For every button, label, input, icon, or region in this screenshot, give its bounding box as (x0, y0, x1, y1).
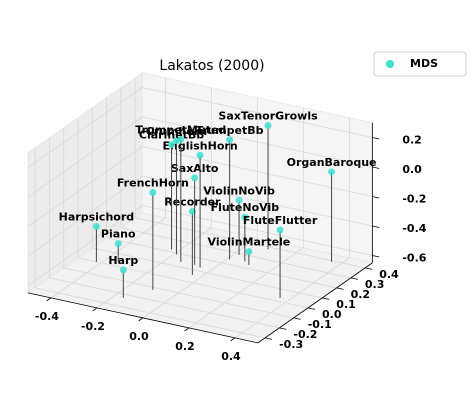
point-label: Harp (108, 254, 138, 267)
z-tick-label: -0.6 (402, 252, 426, 265)
tick-mark (372, 137, 380, 140)
tick-mark (230, 337, 236, 342)
point-label: SaxAlto (171, 162, 219, 175)
point-label: ClarinetBb (139, 129, 204, 142)
grid-line (188, 247, 304, 329)
y-tick-label: -0.2 (293, 328, 317, 341)
legend-box (373, 51, 467, 77)
y-tick-label: 0.1 (336, 298, 356, 311)
tick-mark (322, 297, 330, 300)
grid-line (92, 247, 323, 299)
y-tick-label: 0.2 (351, 288, 371, 301)
tick-mark (46, 297, 52, 302)
point-label: OrganBaroque (287, 156, 377, 169)
grid-line (106, 237, 337, 289)
tick-mark (372, 225, 380, 228)
point (264, 121, 272, 129)
x-tick-label: -0.4 (35, 310, 59, 323)
grid-line (27, 205, 143, 286)
point-label: SaxTenorGrowls (218, 109, 318, 122)
tick-mark (350, 277, 358, 280)
grid-line (27, 146, 143, 227)
point (92, 222, 100, 230)
grid-line (27, 87, 143, 168)
point-label: FrenchHorn (117, 177, 189, 190)
y-tick-label: -0.1 (308, 318, 332, 331)
grid-line (63, 267, 294, 319)
x-axis (27, 292, 259, 344)
point (235, 196, 243, 204)
z-tick-label: 0.2 (402, 134, 422, 147)
grid-line (135, 217, 366, 269)
x-tick-label: -0.2 (81, 320, 105, 333)
tick-mark (365, 267, 373, 270)
point-label: FluteNoVib (211, 201, 280, 214)
grid-line (234, 257, 350, 339)
x-tick-label: 0.4 (221, 350, 241, 363)
point (119, 266, 127, 274)
point-label: Piano (101, 228, 136, 241)
tick-mark (372, 196, 380, 199)
grid-line (27, 175, 143, 257)
legend-label: MDS (410, 57, 438, 70)
grid-line (49, 277, 280, 329)
point (177, 135, 185, 143)
tick-mark (372, 255, 380, 258)
tick-mark (92, 307, 98, 312)
point (328, 168, 336, 176)
tick-mark (279, 327, 287, 330)
point-label: FluteFlutter (243, 214, 318, 227)
grid-line (77, 257, 309, 309)
z-tick-label: -0.2 (402, 193, 426, 206)
point (241, 213, 249, 221)
grid-line (27, 116, 143, 198)
point (245, 248, 253, 256)
x-tick-label: 0.2 (175, 340, 195, 353)
point-label: Recorder (164, 195, 221, 208)
tick-mark (184, 327, 190, 332)
grid-line (142, 87, 373, 138)
point (226, 136, 234, 144)
z-tick-label: -0.4 (402, 222, 426, 235)
grid-line (120, 227, 351, 279)
tick-mark (336, 287, 344, 290)
grid-line (142, 237, 258, 319)
chart-title: Lakatos (2000) (159, 58, 264, 74)
point (196, 151, 204, 159)
point-label: ViolinNoVib (203, 184, 275, 197)
y-axis (257, 262, 373, 344)
y-tick-label: 0.4 (379, 268, 399, 281)
point (276, 226, 284, 234)
point-label: Harpsichord (59, 210, 134, 223)
z-tick-label: 0.0 (402, 163, 422, 176)
point (191, 174, 199, 182)
tick-mark (372, 166, 380, 169)
tick-mark (293, 317, 301, 320)
y-tick-label: 0.0 (322, 308, 342, 321)
y-tick-label: 0.3 (365, 278, 385, 291)
legend-marker (386, 60, 394, 68)
tick-mark (138, 317, 144, 322)
point-label: ViolinMartele (208, 236, 291, 249)
y-tick-label: -0.3 (279, 338, 303, 351)
point (168, 141, 176, 149)
point (114, 240, 122, 248)
point (149, 189, 157, 197)
grid-line (142, 116, 373, 168)
point-label: Crumhorn (146, 125, 207, 138)
grid-line (50, 217, 166, 299)
grid-line (35, 287, 266, 339)
point-label: TrumpetBb (196, 124, 264, 137)
point-label: TrumpetMuted (135, 123, 226, 136)
x-tick-label: 0.0 (129, 330, 149, 343)
tick-mark (265, 337, 273, 340)
tick-mark (307, 307, 315, 310)
